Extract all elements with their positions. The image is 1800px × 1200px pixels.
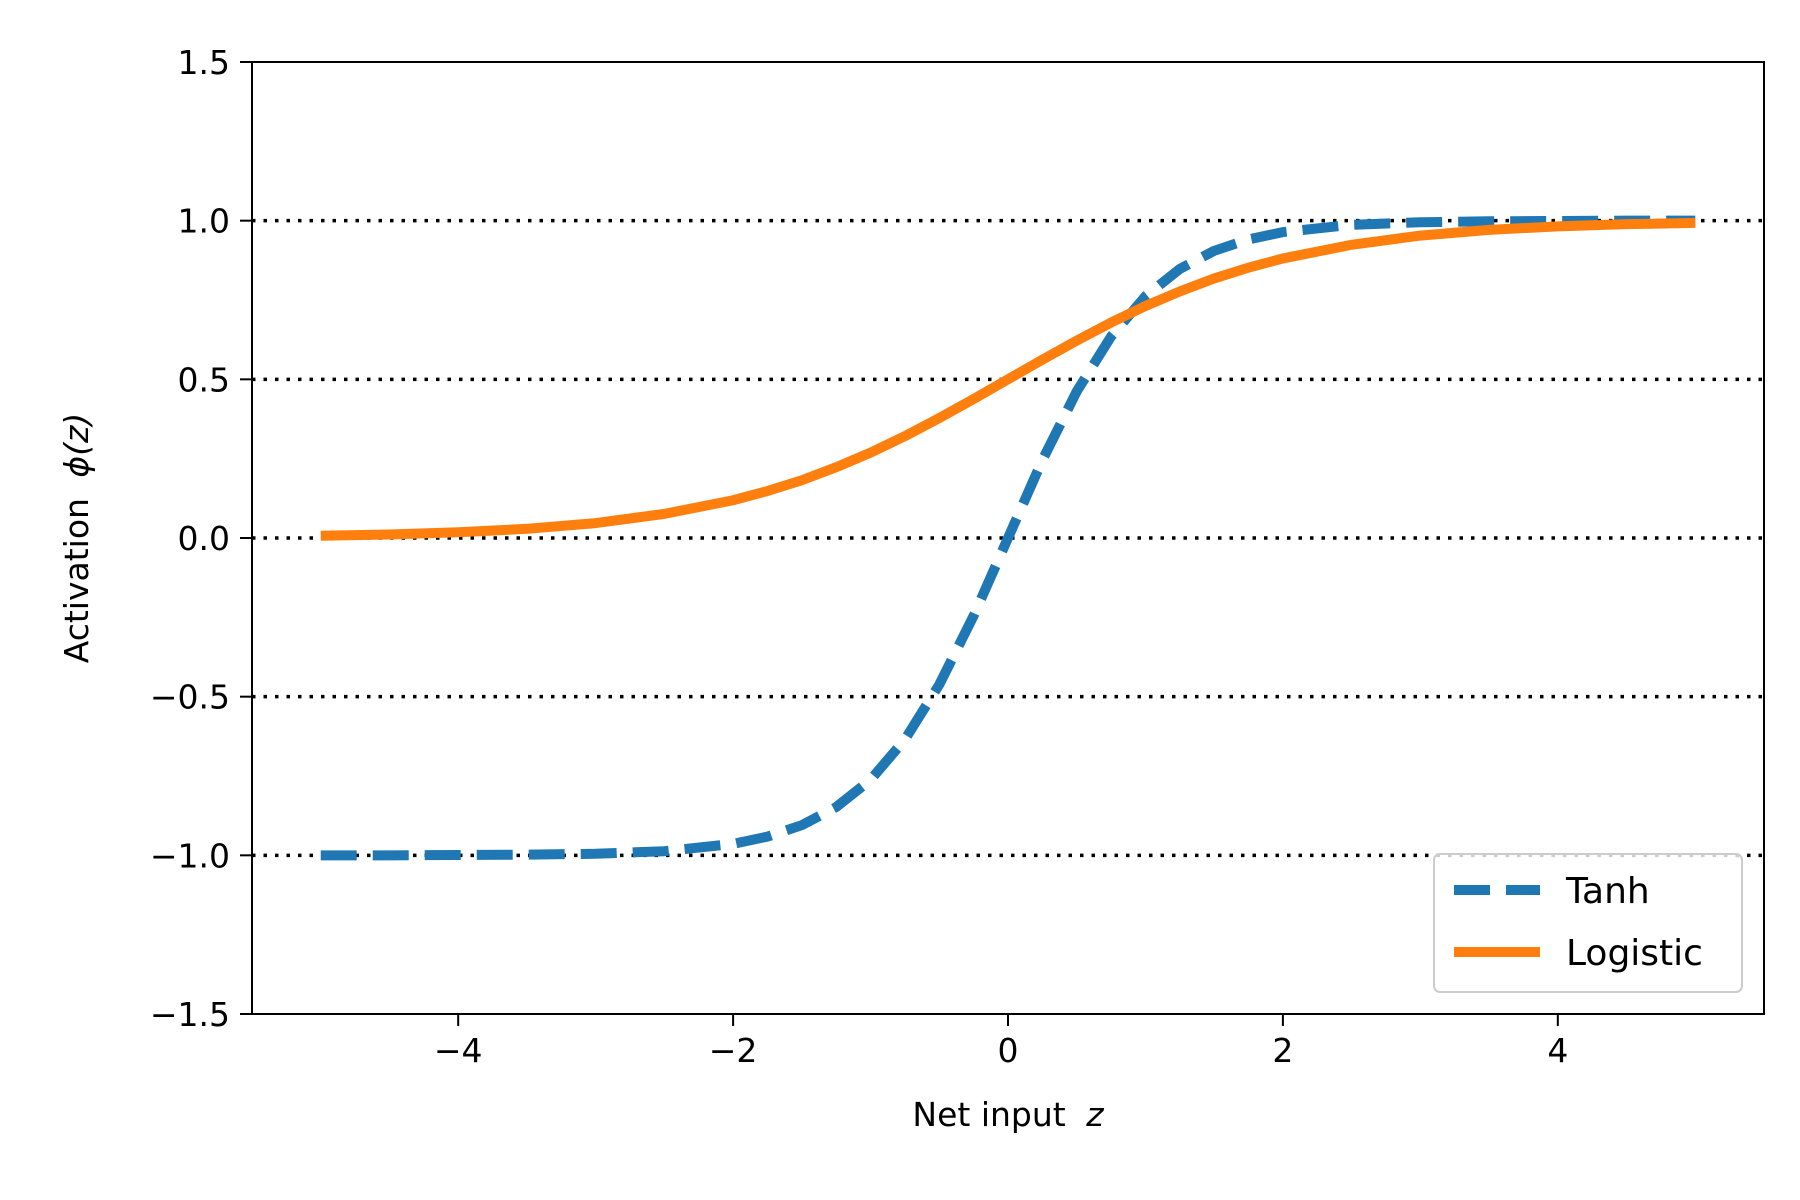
y-tick-label: −1.5 <box>150 995 230 1034</box>
legend: Tanh Logistic <box>1433 853 1743 993</box>
y-axis: −1.5 −1.0 −0.5 0.0 0.5 1.0 1.5 <box>150 43 252 1034</box>
x-tick-label: 4 <box>1547 1031 1568 1070</box>
y-tick-label: 0.5 <box>178 360 230 399</box>
y-axis-label-text: Activation <box>57 498 96 663</box>
x-tick-label: 0 <box>998 1031 1019 1070</box>
y-tick-label: −1.0 <box>150 836 230 875</box>
legend-label-logistic: Logistic <box>1566 933 1703 974</box>
x-tick-label: 2 <box>1272 1031 1293 1070</box>
y-tick-label: 1.5 <box>178 43 230 82</box>
x-axis-label: Net input z <box>912 1095 1104 1134</box>
x-tick-label: −4 <box>434 1031 483 1070</box>
y-tick-label: 0.0 <box>178 519 230 558</box>
legend-label-tanh: Tanh <box>1565 871 1650 912</box>
y-tick-label: 1.0 <box>178 202 230 241</box>
x-axis-label-text: Net input <box>912 1095 1065 1134</box>
y-axis-label: Activation ϕ(z) <box>57 413 96 664</box>
x-axis-label-variable: z <box>1085 1095 1104 1134</box>
x-axis: −4 −2 0 2 4 <box>434 1014 1568 1070</box>
series-line-tanh <box>320 215 1696 861</box>
y-tick-label: −0.5 <box>150 678 230 717</box>
x-tick-label: −2 <box>709 1031 758 1070</box>
series-line-logistic <box>320 217 1696 541</box>
y-axis-label-function: ϕ(z) <box>57 413 96 478</box>
series-layer <box>320 215 1696 861</box>
